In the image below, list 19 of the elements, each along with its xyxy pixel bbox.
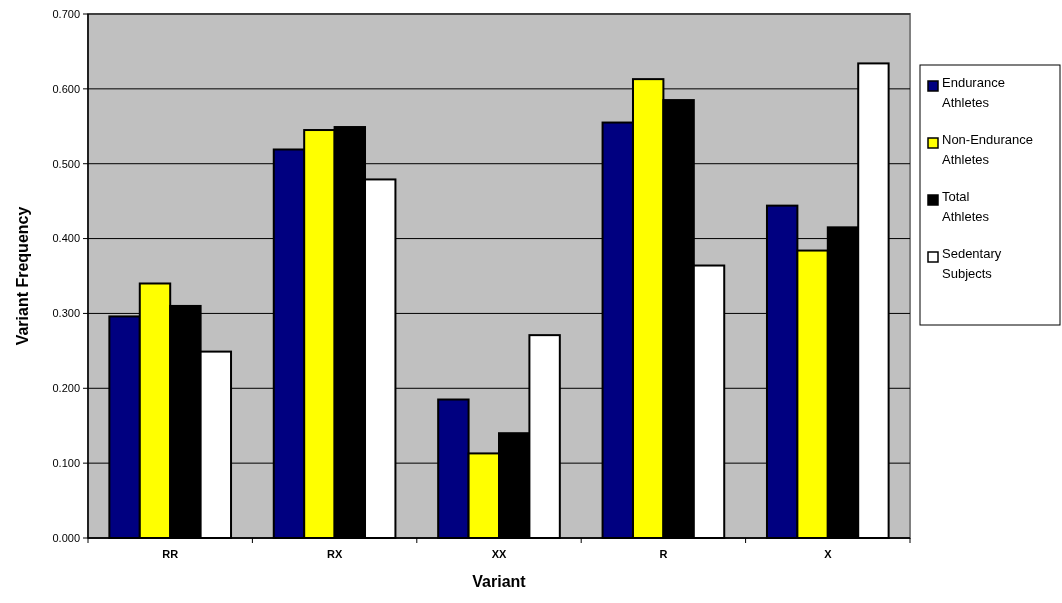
y-tick-label: 0.600: [52, 82, 80, 95]
x-tick-label: RR: [162, 548, 179, 560]
legend-label: Non-Endurance Athletes: [942, 132, 1034, 167]
x-tick-label: X: [824, 548, 833, 560]
y-tick-label: 0.200: [52, 382, 80, 395]
legend-label: Total Athletes: [942, 189, 990, 224]
legend-label: Endurance Athletes: [942, 75, 1005, 110]
x-tick-label: RX: [326, 548, 343, 560]
y-tick-label: 0.500: [52, 157, 80, 170]
x-tick-label: XX: [491, 548, 507, 560]
y-tick-label: 0.000: [52, 531, 80, 544]
y-tick-label: 0.100: [52, 456, 80, 469]
legend-label: Sedentary Subjects: [942, 246, 1002, 281]
y-tick-label: 0.300: [52, 307, 80, 320]
y-tick-label: 0.700: [52, 7, 80, 20]
x-axis-title: Variant: [472, 573, 527, 590]
y-tick-label: 0.400: [52, 232, 80, 245]
y-axis-title: Variant Frequency: [14, 206, 31, 346]
x-tick-label: R: [659, 548, 668, 560]
